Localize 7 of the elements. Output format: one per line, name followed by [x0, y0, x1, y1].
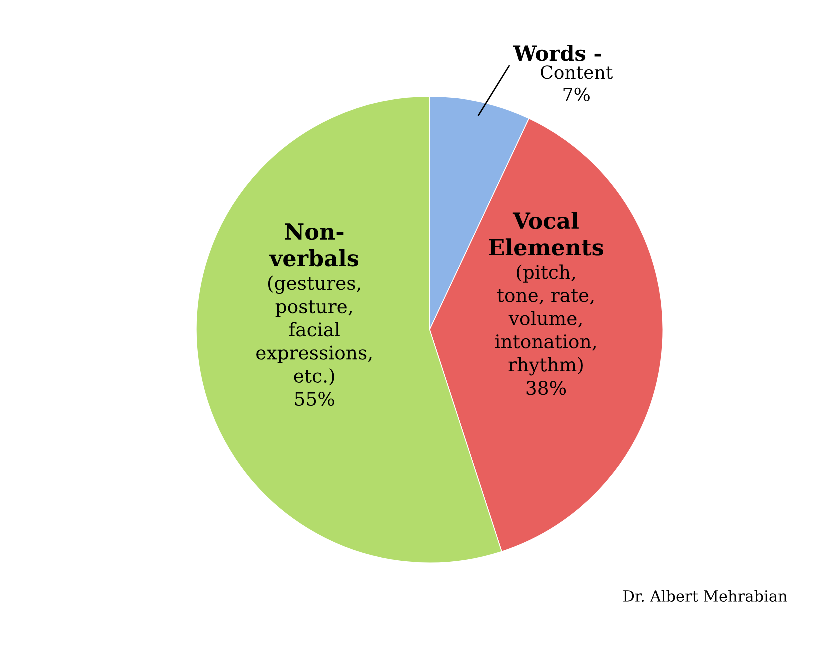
text: Dr. Albert Mehrabian: [624, 590, 788, 602]
data-label: (pitch, tone, rate, volume, intonation, rhythm) 38%: [495, 264, 596, 396]
slice-label: Non- verbals: [269, 224, 358, 267]
slice-label: Vocal Elements: [489, 212, 604, 256]
data-label: Content 7%: [541, 66, 614, 102]
slice-label: Words -: [513, 45, 602, 62]
data-label: (gestures, posture, facial expressions, etc.) 55%: [256, 276, 372, 406]
